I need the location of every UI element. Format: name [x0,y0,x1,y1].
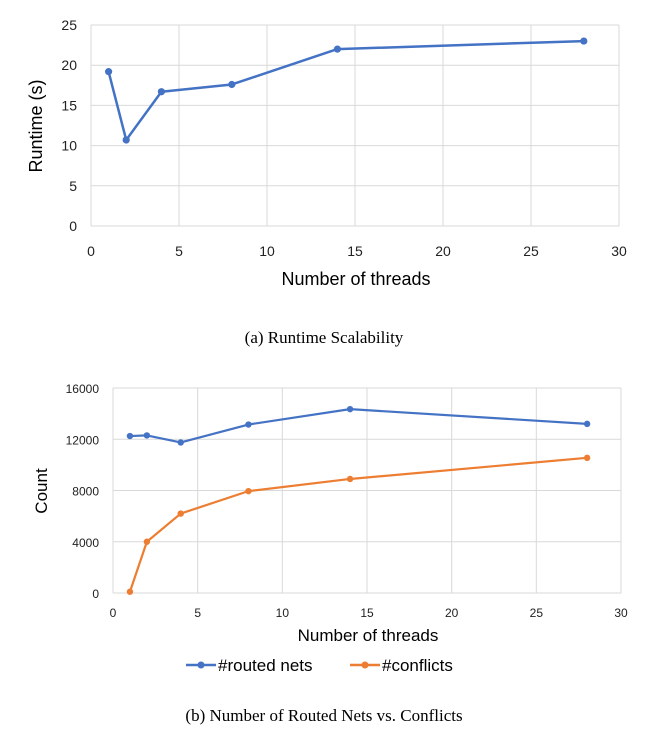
y-tick-label: 16000 [66,382,100,396]
chart-a-caption: (a) Runtime Scalability [245,328,404,347]
series-0-point [157,88,165,96]
legend-routed-nets-label: #routed nets [218,656,313,675]
x-tick-label: 30 [614,606,628,620]
x-tick-label: 0 [87,243,95,259]
series-1-point [583,454,591,462]
chart-b-x-axis-title: Number of threads [298,626,439,645]
chart-b-caption: (b) Number of Routed Nets vs. Conflicts [185,706,462,725]
y-tick-label: 25 [61,17,77,33]
series-0-point [583,420,591,428]
x-tick-label: 0 [110,606,117,620]
y-tick-label: 0 [92,587,99,601]
series-0-point [143,432,151,439]
legend-routed-nets-marker [197,661,205,669]
chart-b-y-axis-title: Count [32,468,51,514]
series-0-point [105,68,113,76]
series-1-point [346,475,354,483]
y-tick-label: 10 [61,138,77,154]
y-tick-label: 4000 [72,536,99,550]
chart-a-y-axis-title: Runtime (s) [26,79,46,172]
series-0-point [580,37,588,45]
legend-conflicts-label: #conflicts [382,656,453,675]
series-1-point [143,538,151,545]
chart-a-series [105,37,588,144]
x-tick-label: 15 [360,606,374,620]
chart-a-y-ticks: 0 5 10 15 20 25 [61,17,77,234]
y-tick-label: 12000 [66,433,100,447]
y-tick-label: 0 [69,218,77,234]
x-tick-label: 20 [445,606,459,620]
series-0-point [126,432,134,440]
x-tick-label: 5 [194,606,201,620]
chart-a-gridlines [90,24,620,227]
chart-b-series [126,405,591,595]
series-0-line [129,408,588,444]
series-0-point [333,45,341,53]
series-0-point [228,80,236,89]
y-tick-label: 20 [61,57,77,73]
series-1-point [177,510,184,517]
chart-b: 0 4000 8000 12000 16000 0 5 10 15 20 25 30 Count N… [32,382,628,725]
x-tick-label: 30 [611,243,627,259]
chart-b-y-ticks: 0 4000 8000 12000 16000 [66,382,100,601]
series-0-line [107,39,584,142]
chart-a-x-ticks: 0 5 10 15 20 25 30 [87,243,627,259]
x-tick-label: 20 [435,243,451,259]
series-0-point [177,439,184,446]
series-1-line [128,456,588,593]
series-0-point [245,421,252,428]
chart-b-legend: #routed nets #conflicts [186,656,453,675]
series-1-point [126,588,134,595]
series-0-point [346,405,354,413]
x-tick-label: 10 [259,243,275,259]
series-0-point [122,136,130,144]
x-tick-label: 5 [175,243,183,259]
x-tick-label: 25 [523,243,539,259]
x-tick-label: 10 [276,606,290,620]
chart-a-x-axis-title: Number of threads [281,269,430,289]
series-1-point [245,487,252,495]
chart-b-gridlines [112,387,622,594]
legend-conflicts-marker [361,661,369,669]
x-tick-label: 15 [347,243,363,259]
y-tick-label: 5 [69,178,77,194]
chart-a: 0 5 10 15 20 25 0 5 10 15 20 25 30 Runtime (s) Numb… [26,17,627,347]
y-tick-label: 8000 [72,485,99,499]
x-tick-label: 25 [530,606,544,620]
chart-b-x-ticks: 0 5 10 15 20 25 30 [110,606,628,620]
y-tick-label: 15 [61,97,77,113]
